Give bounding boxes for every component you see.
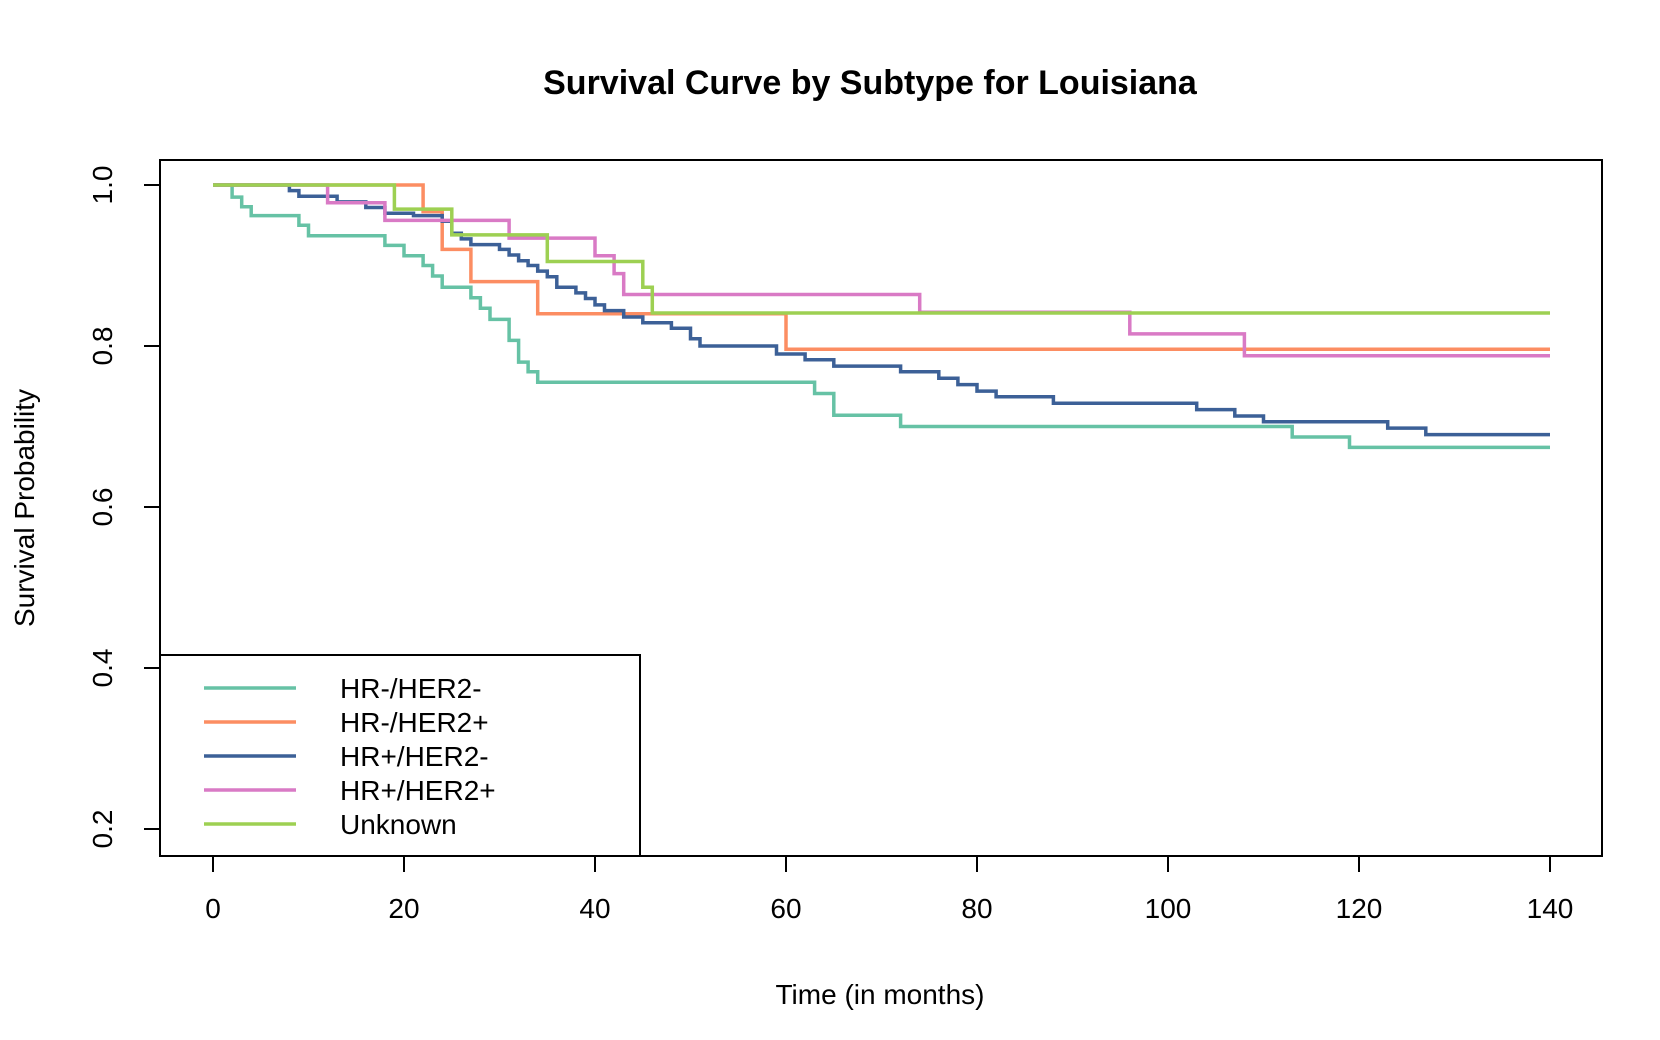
legend-entry: HR+/HER2- bbox=[204, 741, 489, 772]
y-tick-label: 1.0 bbox=[87, 166, 118, 205]
legend-label: HR+/HER2+ bbox=[340, 775, 496, 806]
y-axis: 0.2 0.4 0.6 0.8 1.0 bbox=[87, 166, 161, 849]
x-tick-label: 20 bbox=[388, 893, 419, 924]
legend-entry: HR-/HER2+ bbox=[204, 707, 489, 738]
x-tick-label: 120 bbox=[1336, 893, 1383, 924]
series-line bbox=[213, 183, 1550, 351]
legend-label: Unknown bbox=[340, 809, 457, 840]
series-line bbox=[213, 183, 1550, 437]
y-tick-label: 0.4 bbox=[87, 649, 118, 688]
y-tick-label: 0.2 bbox=[87, 810, 118, 849]
x-tick-label: 60 bbox=[770, 893, 801, 924]
legend-entry: HR-/HER2- bbox=[204, 673, 482, 704]
series-layer bbox=[213, 183, 1550, 450]
y-axis-label: Survival Probability bbox=[9, 389, 40, 627]
legend-label: HR-/HER2+ bbox=[340, 707, 489, 738]
series-line bbox=[213, 183, 1550, 358]
series-line bbox=[213, 183, 1550, 315]
x-axis-label: Time (in months) bbox=[775, 979, 984, 1010]
legend-entry: HR+/HER2+ bbox=[204, 775, 496, 806]
legend-label: HR-/HER2- bbox=[340, 673, 482, 704]
x-axis: 0 20 40 60 80 100 120 140 bbox=[205, 855, 1574, 924]
x-tick-label: 40 bbox=[579, 893, 610, 924]
legend-label: HR+/HER2- bbox=[340, 741, 489, 772]
x-tick-label: 0 bbox=[205, 893, 221, 924]
series-line bbox=[213, 183, 1550, 450]
x-tick-label: 80 bbox=[961, 893, 992, 924]
chart-title: Survival Curve by Subtype for Louisiana bbox=[543, 64, 1198, 102]
legend-entry: Unknown bbox=[204, 809, 457, 840]
legend: HR-/HER2-HR-/HER2+HR+/HER2-HR+/HER2+Unkn… bbox=[159, 654, 641, 857]
x-tick-label: 140 bbox=[1527, 893, 1574, 924]
x-tick-label: 100 bbox=[1145, 893, 1192, 924]
y-tick-label: 0.8 bbox=[87, 327, 118, 366]
y-tick-label: 0.6 bbox=[87, 488, 118, 527]
